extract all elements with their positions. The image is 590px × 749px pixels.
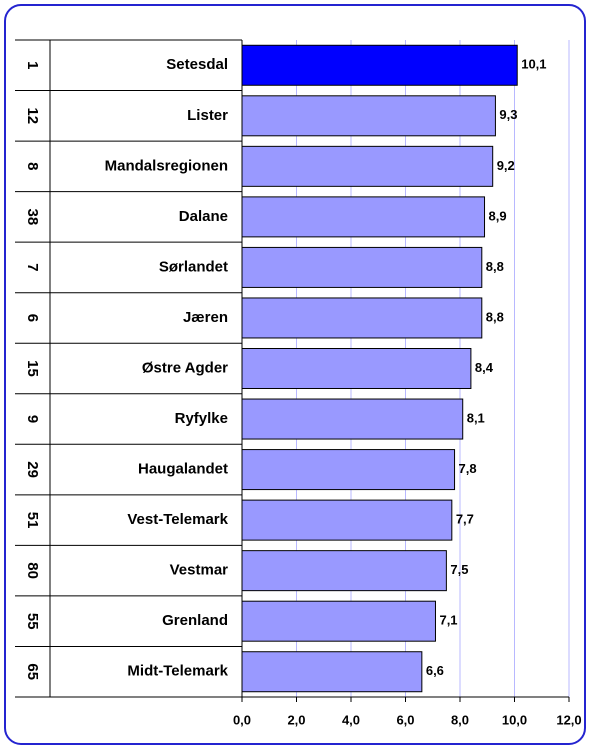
bar (241, 499, 453, 541)
bar (241, 297, 483, 339)
rank-label: 80 (24, 562, 41, 579)
category-label: Mandalsregionen (105, 157, 228, 174)
category-label: Grenland (162, 612, 228, 629)
value-label: 9,3 (499, 107, 517, 122)
value-label: 7,5 (450, 562, 468, 577)
value-label: 8,8 (486, 259, 504, 274)
x-tick-label: 8,0 (451, 712, 469, 727)
bar (241, 196, 486, 238)
bar (241, 246, 483, 288)
x-tick-label: 12,0 (556, 712, 581, 727)
bar (241, 348, 472, 389)
value-label: 8,1 (467, 410, 485, 425)
category-label: Østre Agder (142, 359, 228, 376)
rank-label: 6 (24, 314, 41, 322)
value-label: 7,8 (459, 461, 477, 476)
bar (241, 651, 423, 693)
value-label: 7,7 (456, 512, 474, 527)
category-label: Sørlandet (159, 258, 228, 275)
category-label: Midt-Telemark (127, 663, 228, 680)
x-tick-label: 0,0 (233, 712, 251, 727)
x-tick-label: 6,0 (396, 712, 414, 727)
rank-label: 65 (24, 663, 41, 680)
rank-label: 9 (24, 415, 41, 423)
category-label: Haugalandet (138, 461, 228, 478)
bar (241, 600, 436, 642)
value-label: 10,1 (521, 57, 546, 72)
x-tick-label: 10,0 (502, 712, 527, 727)
category-label: Lister (187, 107, 228, 124)
value-label: 8,4 (475, 360, 494, 375)
category-label: Jæren (183, 309, 228, 326)
bar (241, 44, 518, 86)
rank-label: 15 (24, 360, 41, 377)
bar (241, 145, 494, 187)
value-label: 9,2 (497, 158, 515, 173)
rank-label: 7 (24, 263, 41, 271)
rank-label: 12 (24, 107, 41, 124)
rank-label: 29 (24, 461, 41, 478)
bar (241, 398, 464, 440)
value-label: 6,6 (426, 663, 444, 678)
rank-label: 8 (24, 162, 41, 170)
category-label: Vest-Telemark (127, 511, 228, 528)
value-label: 7,1 (439, 613, 457, 628)
category-label: Setesdal (166, 56, 228, 73)
value-label: 8,8 (486, 309, 504, 324)
x-tick-label: 2,0 (287, 712, 305, 727)
category-label: Vestmar (170, 562, 229, 579)
rank-label: 38 (24, 209, 41, 226)
category-label: Ryfylke (175, 410, 228, 427)
bar (241, 449, 456, 491)
value-label: 8,9 (489, 208, 507, 223)
x-tick-label: 4,0 (342, 712, 360, 727)
rank-label: 1 (24, 61, 41, 69)
bar (241, 95, 496, 137)
rank-label: 51 (24, 512, 41, 529)
rank-label: 55 (24, 613, 41, 630)
bar (241, 550, 447, 592)
category-label: Dalane (179, 208, 228, 225)
